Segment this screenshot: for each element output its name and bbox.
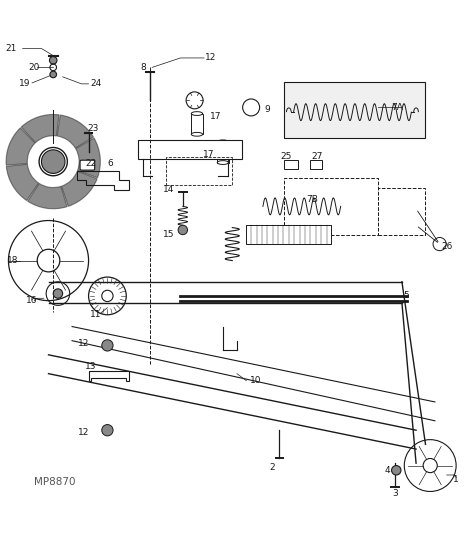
Text: 10: 10 [250,376,262,385]
Wedge shape [6,128,35,165]
Circle shape [178,225,188,235]
Wedge shape [6,164,38,200]
Text: 5: 5 [404,292,410,300]
Text: 11: 11 [90,310,101,319]
Text: 26: 26 [441,242,452,251]
Text: 23: 23 [88,124,99,133]
Circle shape [49,57,57,64]
Text: 7A: 7A [391,103,403,112]
Text: 4: 4 [385,466,391,475]
Bar [217,142,228,163]
Bar [284,178,378,235]
Bar [191,113,202,134]
Bar [138,140,242,159]
Text: 12: 12 [78,428,90,437]
Text: 24: 24 [90,79,101,89]
Text: 17: 17 [203,150,214,159]
Wedge shape [76,138,100,178]
Text: 18: 18 [8,256,19,265]
Text: 22: 22 [85,159,97,168]
Text: 3: 3 [392,489,398,498]
Text: 8: 8 [140,63,146,72]
Text: 12: 12 [78,339,90,348]
Wedge shape [57,115,93,148]
Circle shape [102,340,113,351]
Circle shape [50,71,56,78]
Text: 19: 19 [19,79,31,89]
Text: 25: 25 [281,152,292,161]
Bar [378,187,426,235]
Ellipse shape [217,140,228,144]
Text: 2: 2 [270,463,275,472]
Ellipse shape [191,112,202,116]
Ellipse shape [217,161,228,165]
Bar [310,160,322,168]
Circle shape [41,150,65,173]
Wedge shape [21,114,59,143]
Wedge shape [27,184,67,209]
Text: 20: 20 [29,63,40,72]
Text: MP8870: MP8870 [35,477,76,487]
Text: 9: 9 [265,105,271,114]
Circle shape [53,289,63,298]
Text: 14: 14 [163,185,174,194]
Text: 21: 21 [5,44,17,53]
Text: 6: 6 [107,159,113,168]
Text: 13: 13 [85,362,97,371]
Bar [246,225,331,244]
Text: 1: 1 [453,475,459,484]
Bar [284,160,298,168]
Bar [166,157,232,185]
Text: 15: 15 [163,230,174,239]
Ellipse shape [191,132,202,136]
Wedge shape [62,171,97,206]
Text: 17: 17 [210,112,221,122]
Text: 27: 27 [311,152,323,161]
Circle shape [102,424,113,436]
Circle shape [392,465,401,475]
Text: 12: 12 [205,53,217,63]
Bar [284,82,426,138]
FancyBboxPatch shape [80,160,95,170]
Text: 7B: 7B [307,195,319,204]
Text: 16: 16 [26,296,38,305]
